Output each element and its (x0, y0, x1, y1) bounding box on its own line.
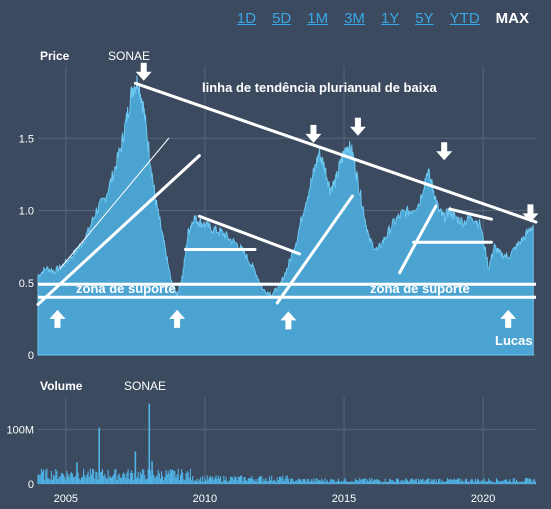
price-y-tick-label: 1.0 (19, 206, 34, 218)
x-tick-label: 2010 (193, 493, 217, 505)
range-button-ytd[interactable]: YTD (449, 10, 480, 27)
up-arrow-icon (169, 309, 186, 328)
up-arrow-icon-shape (500, 309, 517, 328)
price-y-tick-label: 0 (28, 350, 34, 362)
price-y-tick-label: 0.5 (19, 278, 34, 290)
x-tick-label: 2020 (471, 493, 495, 505)
x-tick-label: 2005 (54, 493, 78, 505)
trend-line (197, 214, 302, 256)
range-button-1m[interactable]: 1M (307, 10, 329, 27)
range-button-1d[interactable]: 1D (236, 10, 257, 27)
down-arrow-icon (522, 204, 539, 223)
down-arrow-icon (436, 142, 453, 161)
down-arrow-icon (305, 124, 322, 143)
trend-line (398, 204, 438, 275)
up-arrow-icon (49, 309, 66, 328)
up-arrow-icon-shape (49, 309, 66, 328)
volume-panel: Volume SONAE (40, 379, 166, 393)
down-arrow-icon-shape (135, 62, 152, 81)
range-button-max[interactable]: MAX (495, 10, 529, 27)
down-arrow-icon (349, 117, 366, 136)
price-panel: Price SONAE (40, 49, 150, 63)
annotation-lines (36, 62, 539, 330)
price-series-name: SONAE (108, 49, 150, 63)
thin-trend-line (59, 137, 170, 269)
signature-text: Lucas (495, 333, 533, 348)
trendline-label: linha de tendência plurianual de baixa (202, 80, 438, 95)
support-zone-label-right: zona de suporte (370, 281, 470, 296)
time-range-selector: 1D 5D 1M 3M 1Y 5Y YTD MAX (237, 10, 529, 27)
up-arrow-icon (500, 309, 517, 328)
volume-bars (37, 403, 536, 484)
down-arrow-icon-shape (305, 124, 322, 143)
down-arrow-icon-shape (436, 142, 453, 161)
price-area-series (37, 75, 534, 356)
volume-series-name: SONAE (124, 379, 166, 393)
support-zone-label-left: zona de suporte (76, 281, 176, 296)
range-button-5y[interactable]: 5Y (415, 10, 434, 27)
down-arrow-icon-shape (349, 117, 366, 136)
price-y-tick-label: 1.5 (19, 133, 34, 145)
up-arrow-icon-shape (280, 311, 297, 330)
price-panel-label: Price (40, 49, 70, 63)
volume-y-tick-label: 100M (6, 425, 34, 437)
down-arrow-icon-shape (522, 204, 539, 223)
range-button-5d[interactable]: 5D (272, 10, 292, 27)
range-button-1y[interactable]: 1Y (380, 10, 400, 27)
up-arrow-icon-shape (169, 309, 186, 328)
trend-line (448, 207, 493, 221)
range-button-3m[interactable]: 3M (344, 10, 365, 27)
volume-panel-label: Volume (40, 379, 83, 393)
annotation-labels: linha de tendência plurianual de baixa z… (76, 80, 533, 348)
volume-y-tick-label: 0 (28, 479, 34, 491)
down-arrow-icon (135, 62, 152, 81)
x-tick-label: 2015 (332, 493, 356, 505)
downtrend-line (133, 81, 538, 224)
up-arrow-icon (280, 311, 297, 330)
trend-line (275, 194, 354, 305)
trend-line (36, 154, 201, 306)
